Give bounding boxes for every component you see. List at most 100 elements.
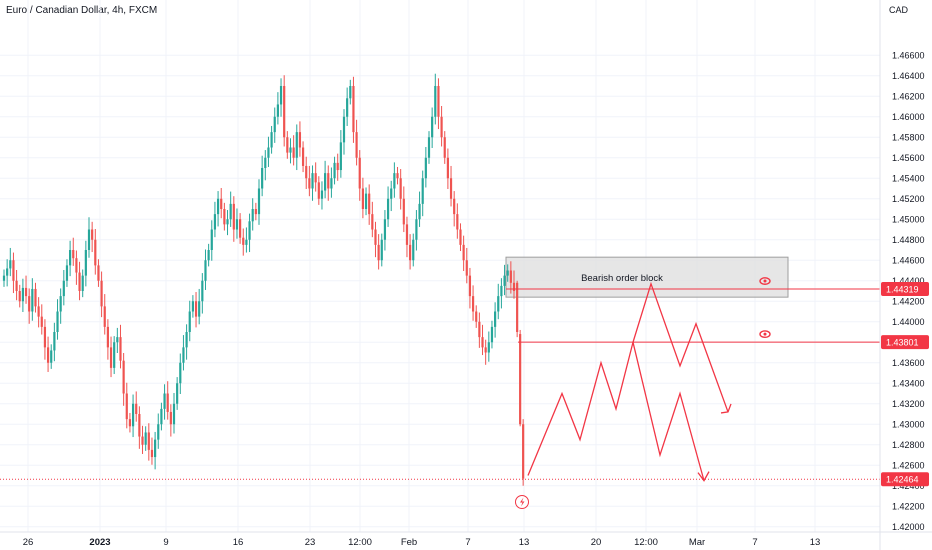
candle-body	[43, 326, 47, 348]
candle-body	[31, 288, 34, 312]
candle-body	[179, 362, 182, 384]
candle-body	[402, 198, 405, 225]
candle-body	[37, 306, 40, 317]
time-tick-label: 26	[23, 537, 34, 548]
time-tick-label: Mar	[689, 537, 705, 548]
candle-body	[484, 347, 487, 353]
candle-body	[188, 311, 191, 332]
candle-body	[97, 265, 100, 281]
candle-body	[415, 219, 418, 240]
candle-body	[119, 337, 122, 361]
candle-body	[386, 198, 390, 220]
candle-body	[487, 342, 490, 353]
candle-body	[270, 132, 273, 148]
price-tick-label: 1.42000	[892, 522, 925, 532]
time-tick-label: 2023	[89, 537, 110, 548]
candle-body	[383, 219, 387, 240]
candle-body	[172, 403, 176, 425]
order-block-zone[interactable]	[505, 256, 789, 298]
price-axis[interactable]: 1.46600 1.46400 1.46200 1.46000 1.45800 1.456…	[879, 0, 925, 550]
candle-body	[459, 229, 462, 245]
candle-body	[141, 436, 144, 445]
candle-body	[113, 342, 116, 368]
candle-body	[6, 268, 9, 276]
candle-body	[481, 337, 484, 348]
candle-body	[169, 411, 172, 425]
candle-body	[434, 86, 437, 117]
price-tick-label: 1.43600	[892, 358, 925, 368]
candle-body	[437, 86, 440, 117]
price-tick-label: 1.45800	[892, 132, 925, 142]
candle-body	[355, 132, 358, 158]
candle-body	[12, 260, 15, 281]
candle-body	[226, 219, 229, 225]
candle-body	[298, 132, 302, 148]
price-tick-label: 1.43200	[892, 399, 925, 409]
candle-body	[40, 316, 43, 327]
time-axis[interactable]: 26 2023 9 16 23 12:00 Feb 7 13 20 12:00 Mar 7 13	[0, 531, 932, 548]
price-tick-label: 1.42600	[892, 460, 925, 470]
candle-body	[364, 193, 368, 209]
time-tick-label: 7	[465, 537, 470, 548]
candle-body	[509, 270, 512, 283]
candle-body	[418, 203, 421, 220]
candle-body	[368, 193, 371, 215]
visibility-icons[interactable]	[759, 277, 771, 339]
candle-body	[72, 250, 75, 259]
candle-body	[443, 137, 446, 158]
candle-body	[336, 162, 339, 171]
candle-body	[301, 147, 305, 166]
candle-body	[176, 383, 179, 404]
candle-body	[232, 203, 235, 230]
candle-body	[358, 157, 361, 189]
candle-body	[94, 239, 97, 266]
price-tick-label: 1.43400	[892, 378, 925, 388]
currency-label: CAD	[889, 5, 909, 15]
candle-body	[497, 296, 500, 312]
bearish-order-block[interactable]: Bearish order block	[505, 256, 789, 298]
candle-body	[9, 260, 12, 269]
price-tick-label: 1.46600	[892, 50, 925, 60]
candle-body	[131, 403, 135, 427]
candle-body	[424, 157, 427, 179]
candle-body	[103, 306, 106, 327]
candle-body	[371, 214, 374, 230]
candle-body	[144, 432, 147, 445]
time-tick-label: 20	[591, 537, 602, 548]
candle-body	[251, 209, 254, 222]
candle-body	[380, 239, 383, 261]
candle-body	[295, 132, 298, 158]
candle-body	[311, 173, 314, 189]
candle-body	[81, 275, 84, 291]
price-tags: 1.44319 1.43801 1.42464	[881, 282, 929, 487]
flash-icon[interactable]	[515, 495, 529, 509]
candle-body	[519, 334, 522, 425]
candle-body	[245, 239, 248, 245]
projection-drawings[interactable]	[527, 281, 732, 482]
candles	[2, 73, 525, 486]
candle-body	[456, 214, 459, 230]
time-tick-label: 23	[305, 537, 316, 548]
candle-body	[289, 147, 292, 153]
horizontal-levels[interactable]	[0, 288, 880, 480]
price-tick-label: 1.45200	[892, 194, 925, 204]
time-tick-label: Feb	[401, 537, 417, 548]
candle-body	[204, 260, 207, 281]
candle-body	[257, 188, 261, 215]
price-tag-box	[881, 472, 929, 487]
candle-body	[78, 272, 81, 291]
candle-body	[314, 173, 317, 183]
candle-body	[522, 424, 525, 479]
candle-body	[106, 326, 109, 348]
candle-body	[462, 244, 465, 261]
candle-body	[440, 116, 443, 138]
candle-body	[201, 280, 204, 302]
candle-body	[125, 393, 128, 420]
candle-body	[339, 142, 342, 171]
eye-icon	[759, 277, 771, 285]
time-tick-label: 16	[233, 537, 244, 548]
candle-body	[475, 311, 478, 322]
candle-body	[154, 439, 157, 458]
candle-body	[198, 301, 201, 317]
